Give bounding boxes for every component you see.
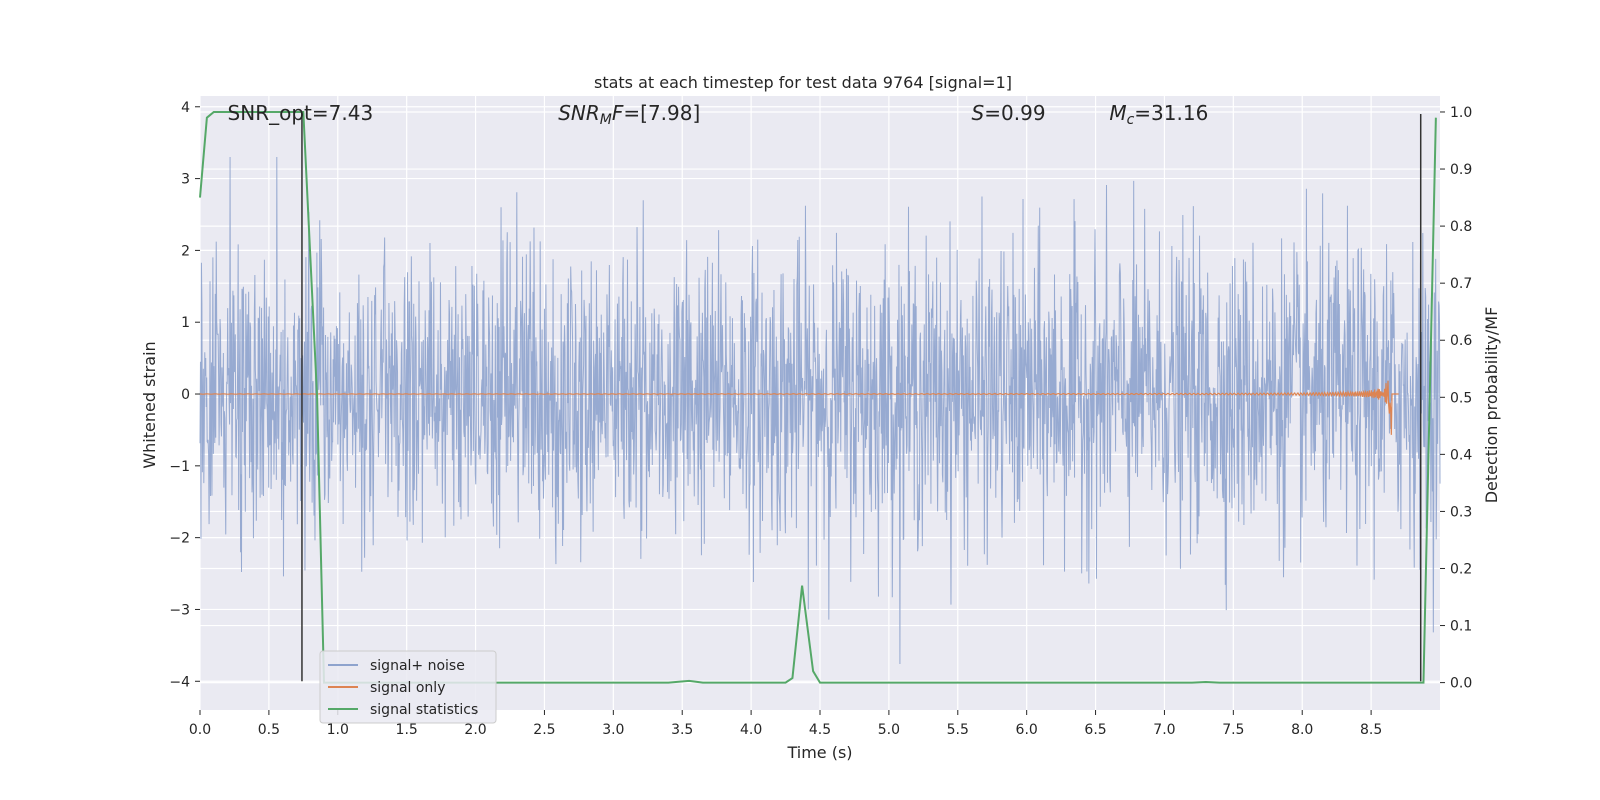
x-tick-label-8: 4.0 [740,722,762,738]
annotation-3: Mc=31.16 [1109,101,1208,128]
legend: signal+ noise signal only signal statistic… [319,650,497,724]
y-left-tick-label-3: −1 [169,459,190,475]
x-tick-label-2: 1.0 [327,722,349,738]
y-left-tick-label-4: 0 [181,387,190,403]
y-left-tick-label-2: −2 [169,531,190,547]
y-left-tick-label-1: −3 [169,602,190,618]
y-axis-left-ticks: −4 −3 −2 −1 0 1 2 3 4 [169,100,200,690]
x-tick-label-5: 2.5 [533,722,555,738]
series-signal-statistics [199,110,1437,684]
series-signal-plus-noise [199,157,1441,664]
x-tick-label-10: 5.0 [878,722,900,738]
x-tick-label-16: 8.0 [1291,722,1313,738]
legend-box [319,650,497,724]
x-tick-label-12: 6.0 [1016,722,1038,738]
y-left-tick-label-6: 2 [181,243,190,259]
signal-only-line [199,380,1399,435]
x-tick-label-7: 3.5 [671,722,693,738]
x-tick-label-3: 1.5 [396,722,418,738]
signal-plus-noise-line [199,157,1441,664]
x-tick-label-14: 7.0 [1153,722,1175,738]
x-tick-label-6: 3.0 [602,722,624,738]
x-tick-label-15: 7.5 [1222,722,1244,738]
annotation-0: SNR_opt=7.43 [228,101,374,125]
y-right-tick-label-7: 0.7 [1450,276,1472,292]
y-right-tick-label-5: 0.5 [1450,390,1472,406]
x-tick-label-1: 0.5 [258,722,280,738]
x-tick-label-17: 8.5 [1360,722,1382,738]
y-left-tick-label-8: 4 [181,100,190,116]
x-tick-label-4: 2.0 [464,722,486,738]
x-tick-label-11: 5.5 [947,722,969,738]
y-left-tick-label-0: −4 [169,674,190,690]
x-axis-ticks: 0.0 0.5 1.0 1.5 2.0 2.5 3.0 3.5 4.0 4.5 5.0 5.5 6.0 6… [189,710,1382,738]
y-right-tick-label-9: 0.9 [1450,162,1472,178]
y-right-tick-label-2: 0.2 [1450,561,1472,577]
signal-statistics-line [199,110,1437,684]
x-tick-label-9: 4.5 [809,722,831,738]
legend-label-2: signal statistics [370,702,478,718]
annotations: SNR_opt=7.43 SNRMF=[7.98] S=0.99 Mc=31.16 [228,101,1209,128]
series-signal-only [199,380,1399,435]
y-axis-right-ticks: 0.0 0.1 0.2 0.3 0.4 0.5 0.6 0.7 0.8 0.9 1.0 [1440,105,1472,692]
y-axis-left-label: Whitened strain [140,341,159,468]
vertical-markers [301,113,1422,682]
legend-label-1: signal only [370,680,445,696]
y-right-tick-label-6: 0.6 [1450,333,1472,349]
x-tick-label-13: 6.5 [1084,722,1106,738]
y-right-tick-label-3: 0.3 [1450,504,1472,520]
x-tick-label-0: 0.0 [189,722,211,738]
y-right-tick-label-10: 1.0 [1450,105,1472,121]
y-right-tick-label-4: 0.4 [1450,447,1472,463]
x-axis-label: Time (s) [786,743,852,762]
annotation-1: SNRMF=[7.98] [558,101,700,128]
y-right-tick-label-0: 0.0 [1450,676,1472,692]
y-right-tick-label-1: 0.1 [1450,619,1472,635]
y-axis-right-label: Detection probability/MF [1482,307,1501,504]
y-left-tick-label-7: 3 [181,172,190,188]
y-right-tick-label-8: 0.8 [1450,219,1472,235]
chart-title: stats at each timestep for test data 976… [594,73,1012,92]
annotation-2: S=0.99 [972,101,1046,125]
legend-label-0: signal+ noise [370,658,465,674]
y-left-tick-label-5: 1 [181,315,190,331]
